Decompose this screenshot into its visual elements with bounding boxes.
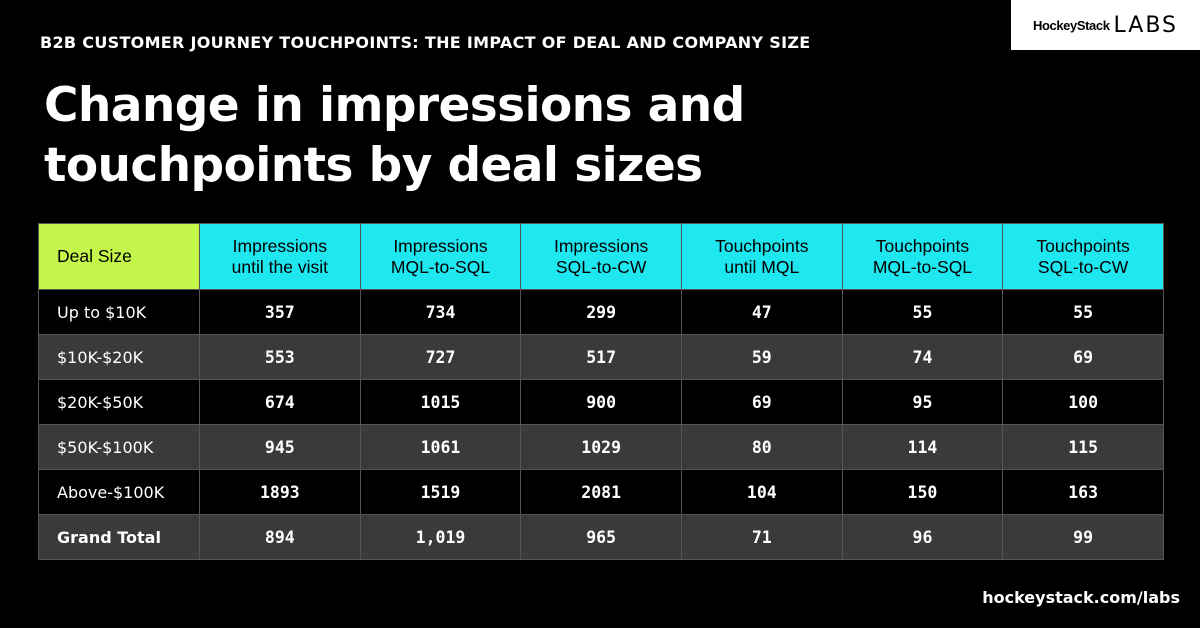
footer-url: hockeystack.com/labs bbox=[982, 588, 1180, 607]
row-label: Up to $10K bbox=[38, 289, 200, 335]
table-cell: 115 bbox=[1002, 424, 1164, 470]
column-header-line: Touchpoints bbox=[875, 235, 970, 256]
table-cell: 900 bbox=[520, 379, 682, 425]
logo-labs: LABS bbox=[1113, 12, 1179, 38]
column-header-line: SQL-to-CW bbox=[1037, 256, 1129, 277]
title-line-2: touchpoints by deal sizes bbox=[44, 138, 703, 193]
column-header-line: Touchpoints bbox=[715, 235, 809, 256]
table-cell: 69 bbox=[680, 379, 843, 425]
column-header-line: until the visit bbox=[231, 256, 328, 277]
table-cell: 95 bbox=[841, 379, 1004, 425]
table-cell: 71 bbox=[680, 514, 843, 560]
table-cell: 517 bbox=[520, 334, 682, 380]
deal-size-table: Deal Size Impressions until the visit Impre… bbox=[38, 223, 1164, 560]
column-header: Impressions SQL-to-CW bbox=[520, 223, 682, 290]
column-header: Impressions until the visit bbox=[199, 223, 361, 290]
column-header-line: Deal Size bbox=[57, 246, 132, 266]
column-header-line: Touchpoints bbox=[1036, 235, 1130, 256]
table-cell: 100 bbox=[1002, 379, 1164, 425]
logo-brand: HockeyStack bbox=[1032, 17, 1110, 33]
table-cell: 894 bbox=[199, 514, 361, 560]
title-line-1: Change in impressions and bbox=[44, 78, 745, 133]
table-cell: 69 bbox=[1002, 334, 1164, 380]
table-cell: 1061 bbox=[359, 424, 522, 470]
table-header-row: Deal Size Impressions until the visit Impre… bbox=[38, 223, 1164, 290]
table-cell: 55 bbox=[841, 289, 1004, 335]
column-header-line: MQL-to-SQL bbox=[872, 256, 973, 277]
table-cell: 99 bbox=[1002, 514, 1164, 560]
row-label: Grand Total bbox=[38, 514, 200, 560]
column-header-line: Impressions bbox=[232, 235, 327, 256]
table-cell: 945 bbox=[199, 424, 361, 470]
table-cell: 96 bbox=[841, 514, 1004, 560]
column-header-line: MQL-to-SQL bbox=[390, 256, 491, 277]
column-header-line: until MQL bbox=[724, 256, 800, 277]
table-cell: 1029 bbox=[520, 424, 682, 470]
table-cell: 1519 bbox=[359, 469, 522, 515]
table-cell: 2081 bbox=[520, 469, 682, 515]
column-header-line: SQL-to-CW bbox=[555, 256, 647, 277]
table-cell: 357 bbox=[199, 289, 361, 335]
table-cell: 1015 bbox=[359, 379, 522, 425]
page-title: Change in impressions and touchpoints by… bbox=[44, 76, 1044, 196]
table-cell: 80 bbox=[680, 424, 843, 470]
column-header: Impressions MQL-to-SQL bbox=[359, 223, 522, 290]
eyebrow-heading: B2B CUSTOMER JOURNEY TOUCHPOINTS: THE IM… bbox=[40, 33, 811, 52]
table-cell: 55 bbox=[1002, 289, 1164, 335]
table-cell: 114 bbox=[841, 424, 1004, 470]
table-cell: 1,019 bbox=[359, 514, 522, 560]
table-row: $50K-$100K 945 1061 1029 80 114 115 bbox=[38, 424, 1164, 470]
hockeystack-labs-logo: HockeyStack LABS bbox=[1011, 0, 1200, 50]
table-cell: 47 bbox=[680, 289, 843, 335]
row-label: Above-$100K bbox=[38, 469, 200, 515]
table-cell: 965 bbox=[520, 514, 682, 560]
table-row: Up to $10K 357 734 299 47 55 55 bbox=[38, 289, 1164, 335]
table-cell: 734 bbox=[359, 289, 522, 335]
grand-total-row: Grand Total 894 1,019 965 71 96 99 bbox=[38, 514, 1164, 560]
row-label: $10K-$20K bbox=[38, 334, 200, 380]
header-deal-size: Deal Size bbox=[38, 223, 200, 290]
table-cell: 1893 bbox=[199, 469, 361, 515]
column-header: Touchpoints MQL-to-SQL bbox=[841, 223, 1004, 290]
table-cell: 299 bbox=[520, 289, 682, 335]
table-cell: 59 bbox=[680, 334, 843, 380]
column-header: Touchpoints until MQL bbox=[680, 223, 843, 290]
table-cell: 553 bbox=[199, 334, 361, 380]
column-header-line: Impressions bbox=[553, 235, 649, 256]
row-label: $20K-$50K bbox=[38, 379, 200, 425]
table-row: $20K-$50K 674 1015 900 69 95 100 bbox=[38, 379, 1164, 425]
column-header-line: Impressions bbox=[393, 235, 488, 256]
table-cell: 727 bbox=[359, 334, 522, 380]
table-cell: 150 bbox=[841, 469, 1004, 515]
row-label: $50K-$100K bbox=[38, 424, 200, 470]
table-cell: 163 bbox=[1002, 469, 1164, 515]
table-row: Above-$100K 1893 1519 2081 104 150 163 bbox=[38, 469, 1164, 515]
table-row: $10K-$20K 553 727 517 59 74 69 bbox=[38, 334, 1164, 380]
table-cell: 674 bbox=[199, 379, 361, 425]
column-header: Touchpoints SQL-to-CW bbox=[1002, 223, 1164, 290]
table-cell: 74 bbox=[841, 334, 1004, 380]
table-cell: 104 bbox=[680, 469, 843, 515]
